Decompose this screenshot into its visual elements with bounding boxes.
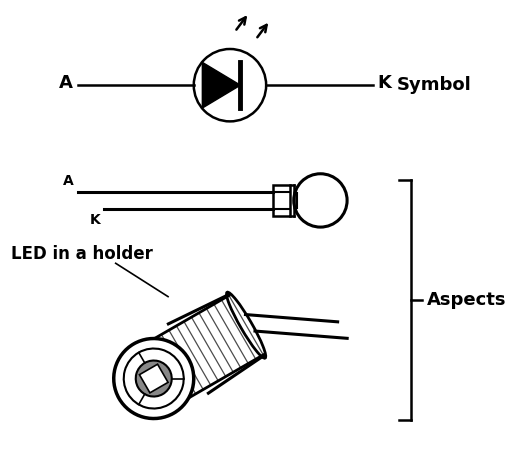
Text: K: K (89, 213, 100, 227)
Text: Aspects: Aspects (427, 291, 506, 310)
Text: K: K (378, 74, 392, 93)
Polygon shape (202, 62, 240, 108)
Text: Symbol: Symbol (397, 76, 471, 94)
Bar (139, 364, 168, 393)
Text: A: A (63, 174, 74, 188)
Bar (273, 185, 290, 216)
Text: A: A (59, 74, 73, 93)
Text: LED in a holder: LED in a holder (11, 245, 153, 263)
Ellipse shape (227, 292, 266, 358)
Circle shape (136, 360, 172, 397)
Circle shape (114, 338, 194, 419)
